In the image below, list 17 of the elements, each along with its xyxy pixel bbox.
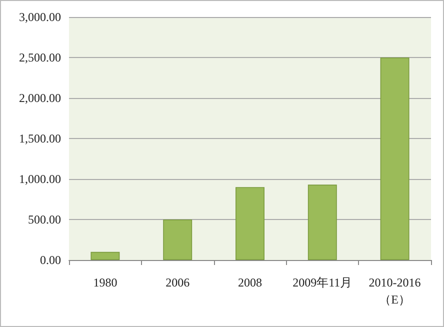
y-tick-label: 1,000.00 — [19, 172, 61, 186]
y-tick-label: 2,000.00 — [19, 91, 61, 105]
y-tick-label: 1,500.00 — [19, 132, 61, 146]
y-tick-label: 2,500.00 — [19, 50, 61, 64]
x-tick-label: 2006 — [166, 276, 190, 290]
y-tick-label: 500.00 — [28, 212, 61, 226]
bar — [308, 184, 337, 260]
x-tick-label: 2010-2016（E） — [368, 276, 421, 306]
y-tick-label: 3,000.00 — [19, 10, 61, 24]
x-tick-label: 2009年11月 — [292, 276, 352, 290]
x-tick-label: 2008 — [238, 276, 262, 290]
bar — [90, 252, 120, 260]
bar — [236, 187, 264, 260]
bar — [380, 58, 410, 260]
y-tick-label: 0.00 — [40, 253, 61, 267]
x-tick-label: 1980 — [93, 276, 118, 290]
bar — [163, 220, 192, 260]
